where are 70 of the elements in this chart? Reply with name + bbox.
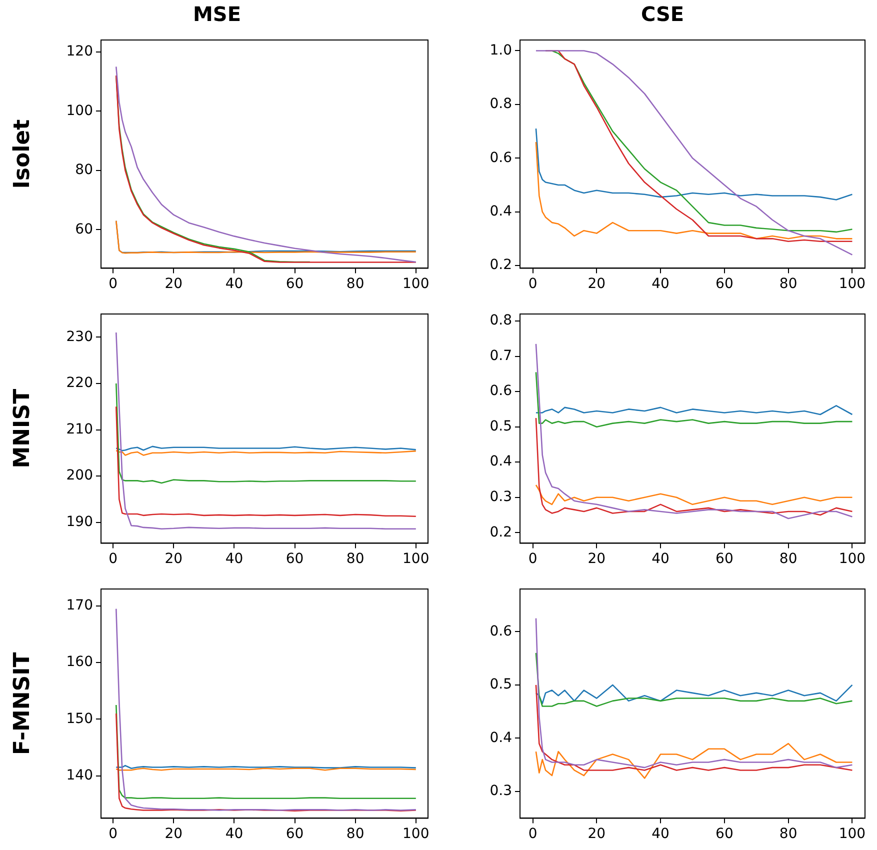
x-tick-label: 80 xyxy=(779,276,798,292)
x-tick-label: 60 xyxy=(286,276,304,292)
x-tick-label: 60 xyxy=(716,276,734,292)
x-tick-label: 20 xyxy=(164,276,183,292)
y-tick-label: 60 xyxy=(75,221,93,238)
y-tick-label: 0.5 xyxy=(490,676,512,693)
x-tick-label: 60 xyxy=(716,551,734,568)
x-tick-label: 100 xyxy=(402,826,430,842)
x-tick-label: 80 xyxy=(346,276,364,292)
x-tick-label: 60 xyxy=(716,826,734,842)
x-tick-label: 40 xyxy=(652,826,670,842)
y-axis-title: Isolet xyxy=(10,118,35,189)
x-tick-label: 20 xyxy=(588,826,606,842)
x-tick-label: 0 xyxy=(528,276,538,292)
x-tick-label: 0 xyxy=(108,826,118,842)
y-tick-label: 80 xyxy=(75,162,93,178)
y-tick-label: 0.4 xyxy=(490,454,512,470)
y-tick-label: 210 xyxy=(66,421,93,438)
x-tick-label: 0 xyxy=(108,276,118,292)
chart-title: MSE xyxy=(193,2,241,26)
y-tick-label: 190 xyxy=(66,514,93,530)
x-tick-label: 60 xyxy=(286,826,304,842)
x-tick-label: 100 xyxy=(838,551,866,568)
x-tick-label: 0 xyxy=(528,826,538,842)
y-axis-title: F-MNSIT xyxy=(10,652,35,756)
y-tick-label: 0.7 xyxy=(490,348,512,364)
y-tick-label: 0.8 xyxy=(490,312,512,329)
x-tick-label: 20 xyxy=(588,276,606,292)
y-tick-label: 0.6 xyxy=(490,623,512,640)
y-tick-label: 170 xyxy=(66,598,93,614)
x-tick-label: 100 xyxy=(838,826,866,842)
y-tick-label: 1.0 xyxy=(490,42,512,58)
y-tick-label: 140 xyxy=(66,767,93,784)
y-tick-label: 0.8 xyxy=(490,96,512,112)
x-tick-label: 40 xyxy=(652,551,670,568)
x-tick-label: 40 xyxy=(225,276,244,292)
y-tick-label: 230 xyxy=(66,328,93,345)
y-tick-label: 0.6 xyxy=(490,150,512,166)
x-tick-label: 0 xyxy=(528,551,538,568)
x-tick-label: 80 xyxy=(779,551,798,568)
y-tick-label: 200 xyxy=(66,468,93,484)
x-tick-label: 20 xyxy=(164,826,183,842)
x-tick-label: 80 xyxy=(779,826,798,842)
x-tick-label: 40 xyxy=(225,826,244,842)
x-tick-label: 40 xyxy=(652,276,670,292)
x-tick-label: 20 xyxy=(588,551,606,568)
y-tick-label: 0.4 xyxy=(490,203,512,220)
y-tick-label: 0.3 xyxy=(490,489,512,505)
y-tick-label: 160 xyxy=(66,654,93,670)
y-tick-label: 0.3 xyxy=(490,783,512,800)
x-tick-label: 100 xyxy=(838,276,866,292)
x-tick-label: 20 xyxy=(164,551,183,568)
x-tick-label: 80 xyxy=(346,826,364,842)
x-tick-label: 60 xyxy=(286,551,304,568)
y-tick-label: 0.4 xyxy=(490,730,512,746)
x-tick-label: 0 xyxy=(108,551,118,568)
x-tick-label: 100 xyxy=(402,276,430,292)
x-tick-label: 100 xyxy=(402,551,430,568)
chart-title: CSE xyxy=(640,2,684,26)
y-tick-label: 0.6 xyxy=(490,383,512,400)
y-tick-label: 150 xyxy=(66,710,93,727)
x-tick-label: 80 xyxy=(346,551,364,568)
y-tick-label: 120 xyxy=(66,43,93,60)
y-tick-label: 220 xyxy=(66,375,93,392)
y-tick-label: 0.2 xyxy=(490,524,512,540)
y-tick-label: 0.5 xyxy=(490,418,512,434)
y-tick-label: 100 xyxy=(66,102,93,119)
y-axis-title: MNIST xyxy=(10,388,35,468)
x-tick-label: 40 xyxy=(225,551,244,568)
y-tick-label: 0.2 xyxy=(490,257,512,274)
